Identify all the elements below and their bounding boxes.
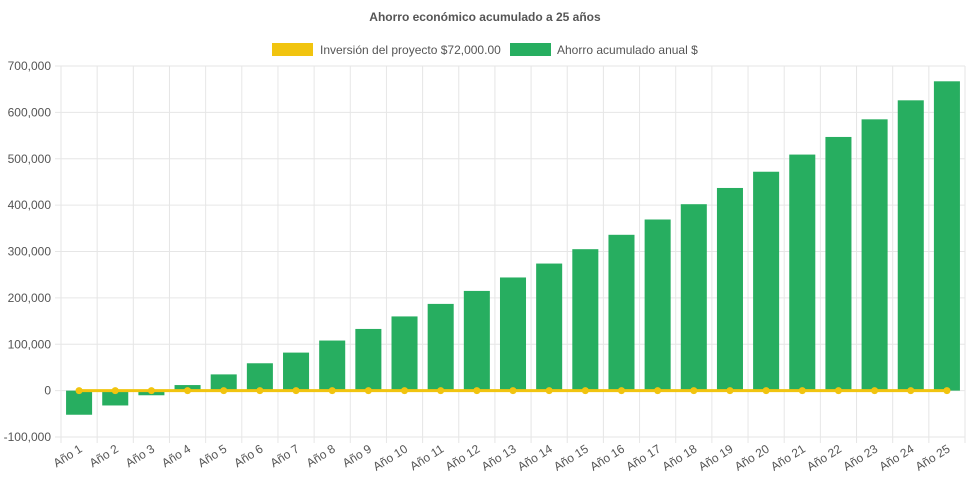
x-tick-label: Año 22 bbox=[804, 442, 844, 474]
y-tick-label: 700,000 bbox=[8, 59, 52, 73]
y-tick-label: 500,000 bbox=[8, 152, 52, 166]
bar[interactable] bbox=[536, 263, 563, 391]
x-tick-label: Año 23 bbox=[841, 442, 881, 474]
line-point[interactable] bbox=[545, 387, 553, 395]
y-tick-label: 100,000 bbox=[8, 337, 52, 351]
x-axis: Año 1 Año 2 Año 3 Año 4 Año 5 Año 6 Año 7 Año 8… bbox=[51, 441, 953, 473]
bar[interactable] bbox=[680, 204, 707, 391]
line-point[interactable] bbox=[184, 387, 192, 395]
line-series bbox=[75, 387, 951, 395]
x-tick-label: Año 17 bbox=[624, 442, 664, 474]
y-tick-label: 200,000 bbox=[8, 291, 52, 305]
line-point[interactable] bbox=[834, 387, 842, 395]
line-point[interactable] bbox=[256, 387, 264, 395]
bar[interactable] bbox=[789, 154, 816, 391]
line-point[interactable] bbox=[509, 387, 517, 395]
line-point[interactable] bbox=[654, 387, 662, 395]
x-tick-label: Año 10 bbox=[370, 442, 410, 474]
bars bbox=[66, 81, 960, 415]
line-point[interactable] bbox=[907, 387, 915, 395]
bar[interactable] bbox=[572, 249, 599, 391]
line-point[interactable] bbox=[690, 387, 698, 395]
bar[interactable] bbox=[716, 187, 743, 391]
x-tick-label: Año 19 bbox=[696, 442, 736, 474]
y-tick-label: 0 bbox=[44, 384, 51, 398]
line-point[interactable] bbox=[328, 387, 336, 395]
x-tick-label: Año 8 bbox=[304, 441, 338, 470]
line-point[interactable] bbox=[220, 387, 228, 395]
x-tick-label: Año 25 bbox=[913, 442, 953, 474]
bar[interactable] bbox=[933, 81, 960, 391]
x-tick-label: Año 1 bbox=[51, 441, 85, 470]
legend-label[interactable]: Inversión del proyecto $72,000.00 bbox=[320, 43, 501, 57]
legend-label[interactable]: Ahorro acumulado anual $ bbox=[557, 43, 698, 57]
legend-swatch bbox=[272, 43, 313, 56]
line-point[interactable] bbox=[762, 387, 770, 395]
x-tick-label: Año 24 bbox=[877, 442, 917, 474]
x-tick-label: Año 12 bbox=[443, 442, 483, 474]
bar[interactable] bbox=[897, 100, 924, 391]
x-tick-label: Año 15 bbox=[551, 442, 591, 474]
bar[interactable] bbox=[66, 390, 93, 415]
x-tick-label: Año 9 bbox=[340, 441, 374, 470]
x-tick-label: Año 18 bbox=[660, 442, 700, 474]
y-tick-label: 600,000 bbox=[8, 105, 52, 119]
bar[interactable] bbox=[499, 277, 527, 391]
bar[interactable] bbox=[753, 171, 780, 391]
x-tick-label: Año 14 bbox=[515, 442, 555, 474]
bar[interactable] bbox=[391, 316, 418, 391]
bar[interactable] bbox=[861, 119, 888, 391]
line-point[interactable] bbox=[437, 387, 445, 395]
y-tick-label: -100,000 bbox=[4, 430, 52, 444]
line-point[interactable] bbox=[111, 387, 119, 395]
x-tick-label: Año 3 bbox=[123, 441, 157, 470]
x-tick-label: Año 21 bbox=[768, 442, 808, 474]
bar[interactable] bbox=[463, 290, 490, 391]
bar[interactable] bbox=[210, 374, 237, 391]
line-point[interactable] bbox=[581, 387, 589, 395]
chart-title: Ahorro económico acumulado a 25 años bbox=[369, 10, 601, 24]
bar[interactable] bbox=[427, 303, 454, 391]
line-point[interactable] bbox=[617, 387, 625, 395]
y-axis: 700,000 600,000 500,000 400,000 300,000 200,0… bbox=[4, 59, 52, 444]
x-tick-label: Año 13 bbox=[479, 442, 519, 474]
bar[interactable] bbox=[608, 234, 635, 391]
bar[interactable] bbox=[825, 136, 852, 391]
line-point[interactable] bbox=[292, 387, 300, 395]
line-point[interactable] bbox=[147, 387, 155, 395]
line-point[interactable] bbox=[871, 387, 879, 395]
line-point[interactable] bbox=[798, 387, 806, 395]
bar[interactable] bbox=[319, 340, 346, 391]
bar[interactable] bbox=[355, 328, 382, 391]
x-tick-label: Año 16 bbox=[587, 442, 627, 474]
x-tick-label: Año 11 bbox=[407, 442, 446, 474]
x-tick-label: Año 6 bbox=[231, 441, 265, 470]
line-point[interactable] bbox=[75, 387, 83, 395]
x-tick-label: Año 20 bbox=[732, 442, 772, 474]
line-point[interactable] bbox=[943, 387, 951, 395]
y-tick-label: 300,000 bbox=[8, 245, 52, 259]
line-point[interactable] bbox=[364, 387, 372, 395]
legend: Inversión del proyecto $72,000.00 Ahorro … bbox=[272, 43, 698, 57]
x-tick-label: Año 2 bbox=[87, 441, 121, 470]
y-tick-label: 400,000 bbox=[8, 198, 52, 212]
grid bbox=[55, 65, 966, 443]
bar[interactable] bbox=[246, 363, 273, 391]
bar[interactable] bbox=[102, 390, 129, 406]
line-point[interactable] bbox=[401, 387, 409, 395]
bar[interactable] bbox=[283, 352, 310, 391]
x-tick-label: Año 4 bbox=[159, 441, 193, 470]
bar[interactable] bbox=[644, 219, 671, 391]
line-point[interactable] bbox=[473, 387, 481, 395]
x-tick-label: Año 7 bbox=[268, 441, 302, 470]
x-tick-label: Año 5 bbox=[195, 441, 229, 470]
line-point[interactable] bbox=[726, 387, 734, 395]
legend-swatch bbox=[510, 43, 551, 56]
